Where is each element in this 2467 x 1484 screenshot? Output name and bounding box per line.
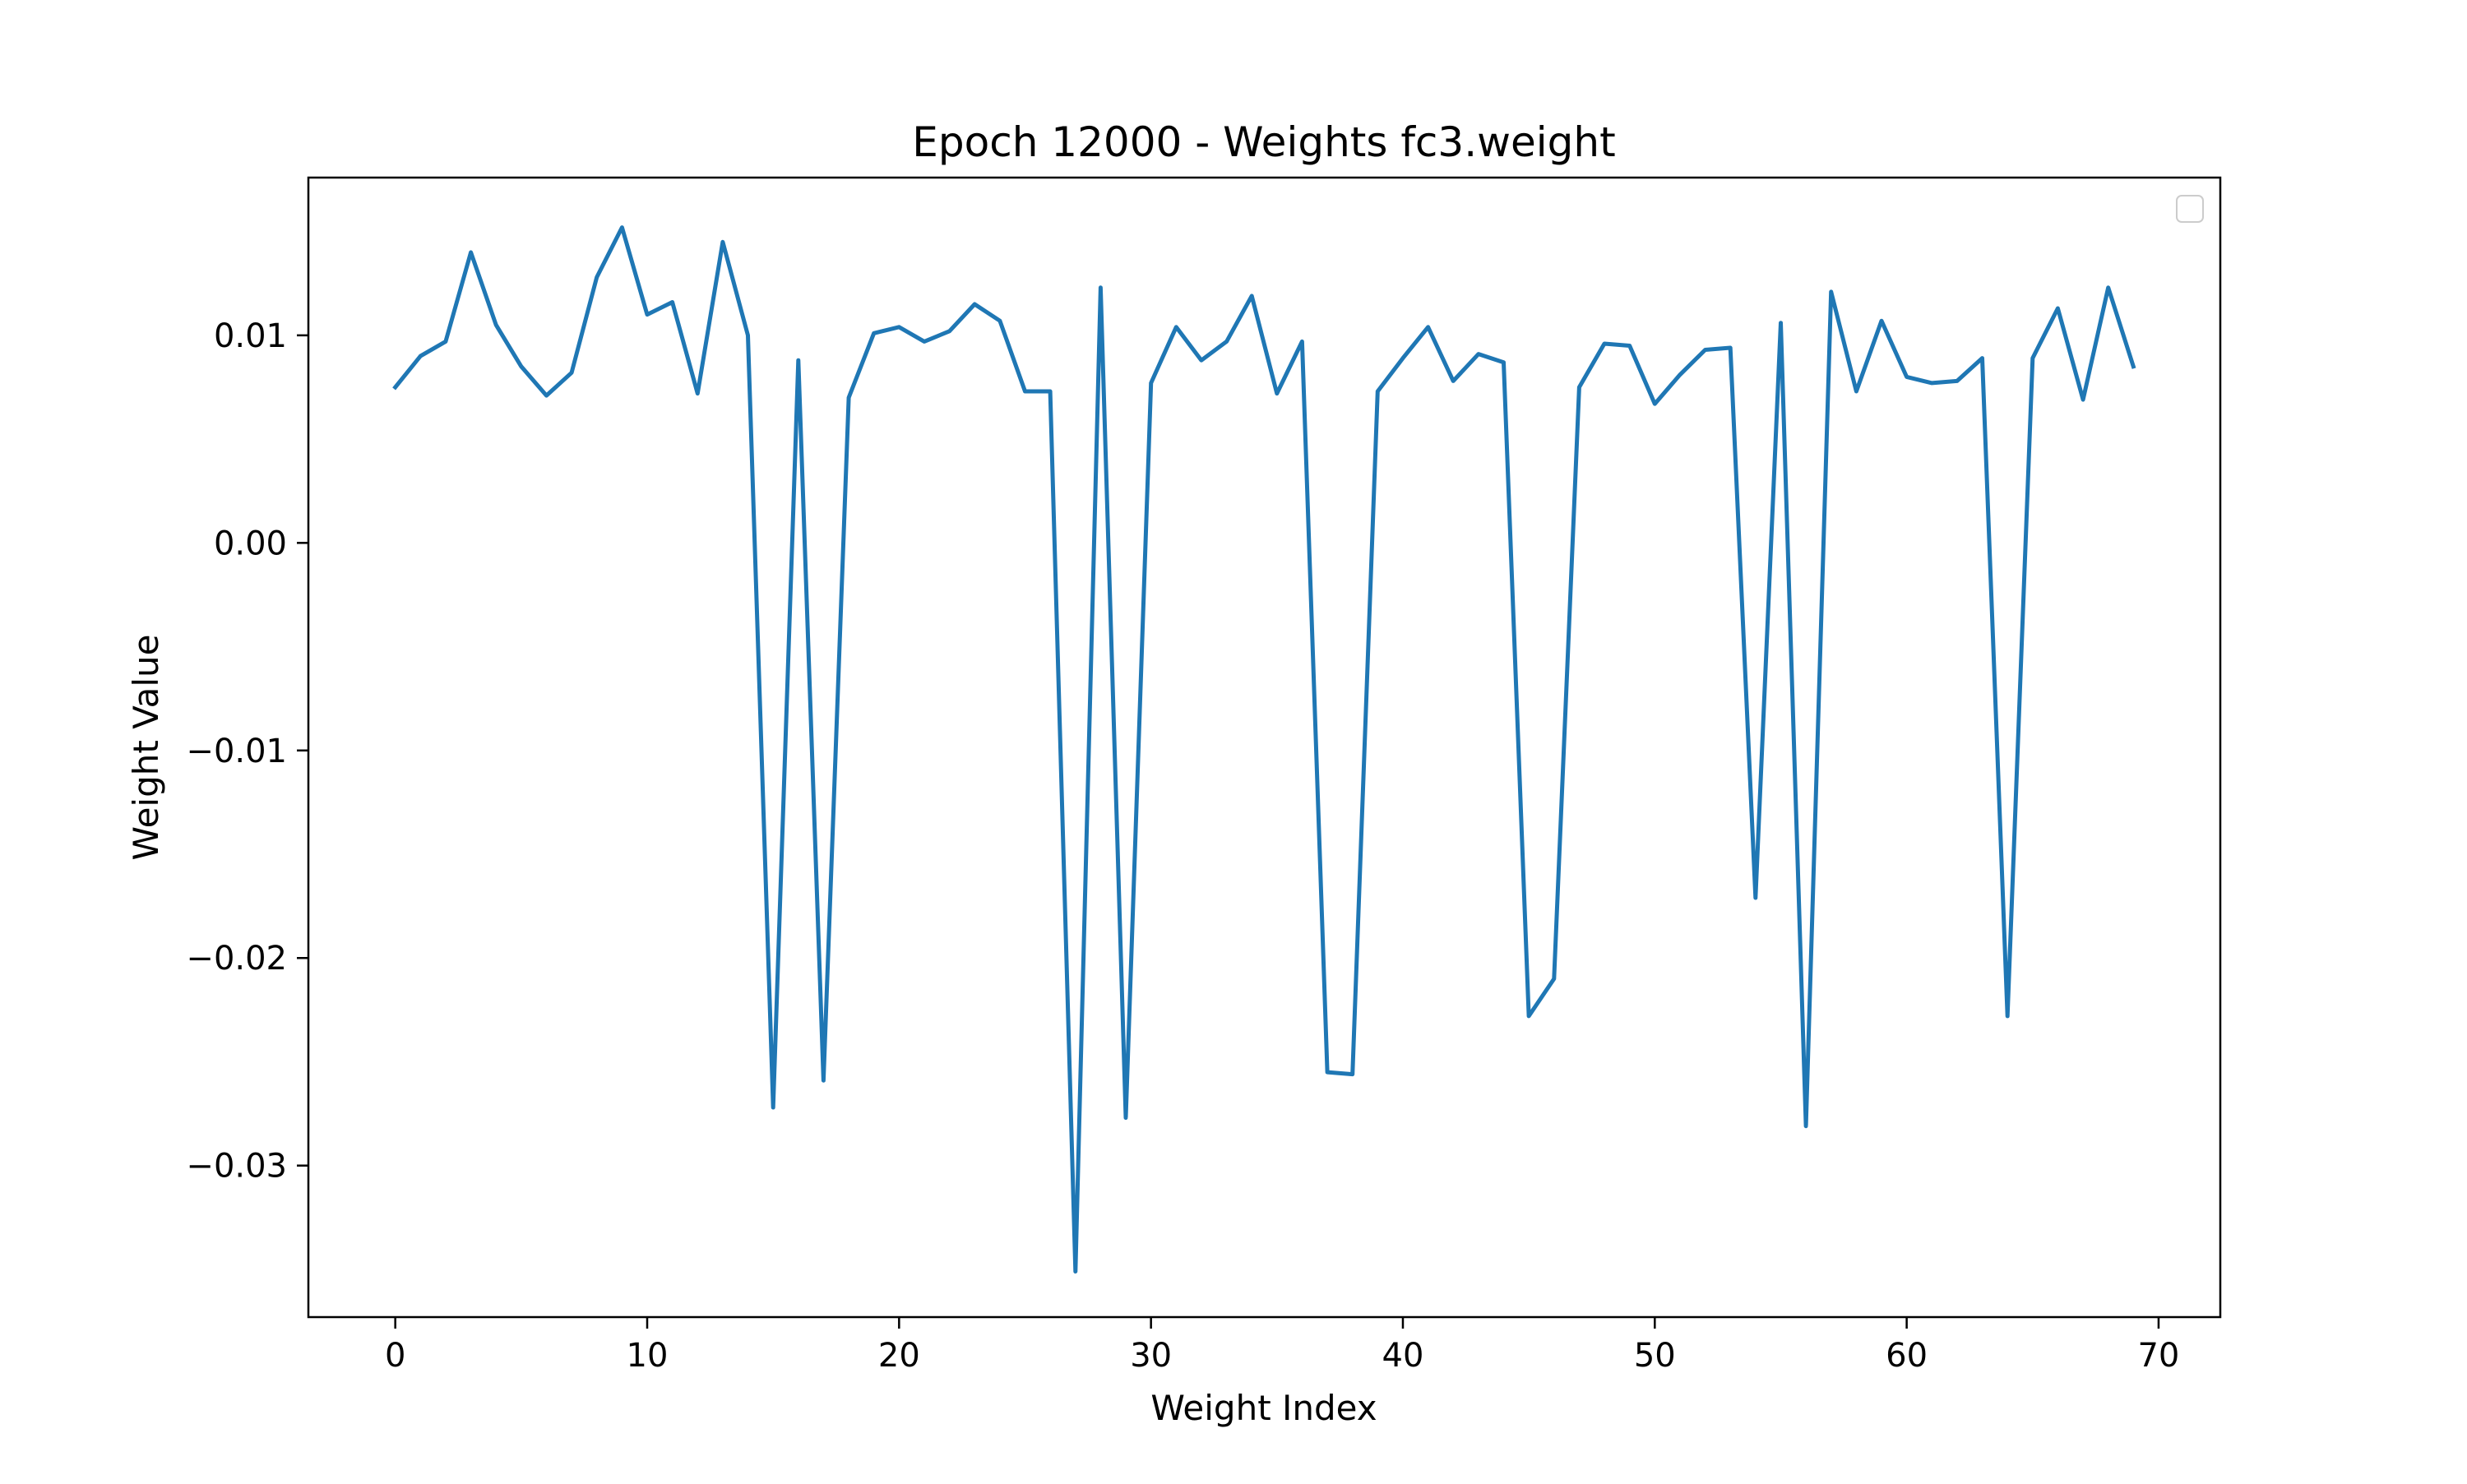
x-tick-label: 10: [627, 1337, 669, 1375]
y-tick-label: −0.02: [186, 940, 287, 978]
legend-box: [2176, 195, 2204, 223]
x-tick-label: 60: [1886, 1337, 1928, 1375]
x-tick-label: 20: [878, 1337, 920, 1375]
axes-frame: [307, 176, 2222, 1319]
y-tick-label: −0.01: [186, 733, 287, 770]
y-tick-label: 0.01: [214, 317, 287, 355]
x-tick-label: 40: [1382, 1337, 1424, 1375]
x-tick-label: 50: [1634, 1337, 1676, 1375]
x-tick-label: 30: [1130, 1337, 1172, 1375]
x-tick-label: 0: [385, 1337, 405, 1375]
chart-title: Epoch 12000 - Weights fc3.weight: [912, 118, 1615, 166]
y-axis-label: Weight Value: [126, 634, 166, 860]
y-tick-label: 0.00: [214, 525, 287, 562]
y-tick-label: −0.03: [186, 1148, 287, 1186]
plot-area: [392, 225, 2136, 1274]
x-axis-ticks: 0 10 20 30 40 50 60 70: [385, 1317, 2179, 1375]
x-axis-label: Weight Index: [1150, 1388, 1377, 1428]
x-tick-label: 70: [2137, 1337, 2179, 1375]
series-line-0: [392, 225, 2136, 1274]
y-axis-ticks: 0.01 0.00 −0.01 −0.02 −0.03: [186, 317, 308, 1186]
